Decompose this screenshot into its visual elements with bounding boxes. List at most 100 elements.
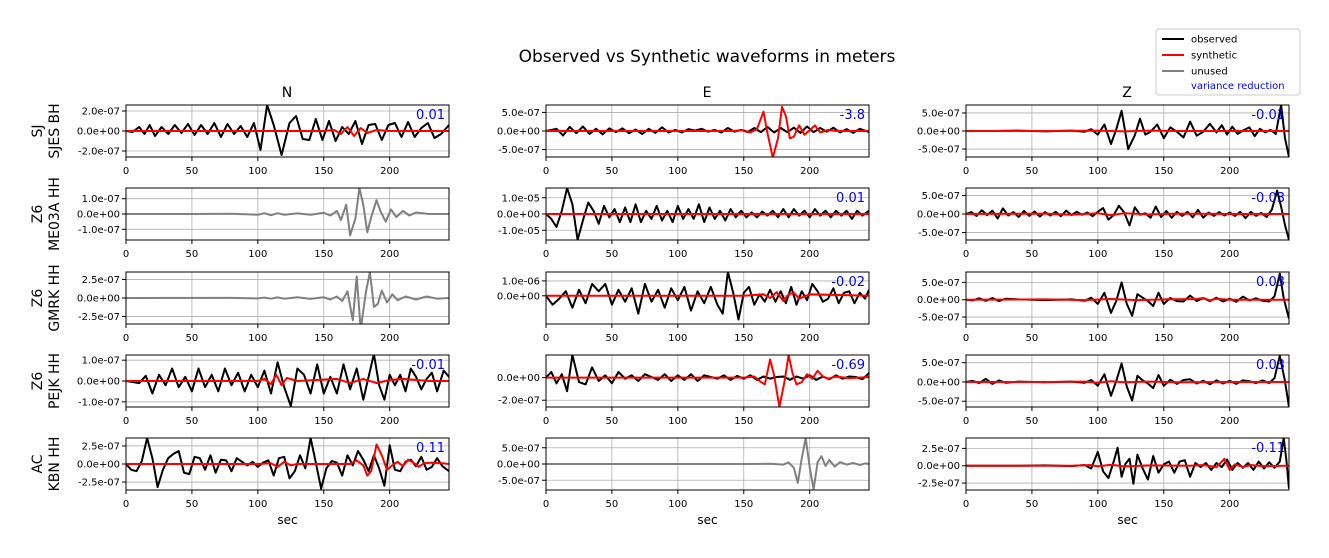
variance-reduction-value: 0.01 <box>836 191 865 206</box>
panel-traces <box>126 272 449 324</box>
x-tick-label: 150 <box>734 416 753 427</box>
panel-grid <box>546 355 869 407</box>
x-tick-label: 50 <box>1026 416 1039 427</box>
synthetic-trace <box>126 126 449 137</box>
y-tick-label: 2.5e-07 <box>922 444 960 455</box>
legend-label-synthetic: synthetic <box>1191 51 1237 62</box>
x-tick-label: 100 <box>1088 416 1107 427</box>
y-tick-label: 0.0e+00 <box>497 127 540 138</box>
x-tick-label: 50 <box>606 249 619 260</box>
x-tick-label: 100 <box>1088 166 1107 177</box>
x-tick-label: 0 <box>963 333 969 344</box>
x-tick-label: 50 <box>186 249 199 260</box>
x-tick-label: 150 <box>314 333 333 344</box>
observed-trace <box>966 438 1289 489</box>
x-tick-label: 200 <box>1220 249 1239 260</box>
x-tick-label: 50 <box>186 333 199 344</box>
y-tick-label: -5.0e-07 <box>918 313 960 324</box>
row-label-station: KBN HH <box>47 437 63 492</box>
x-tick-label: 100 <box>1088 333 1107 344</box>
x-tick-label: 50 <box>1026 166 1039 177</box>
x-tick-label: 0 <box>963 499 969 510</box>
panel-0-n: 2.0e-07 0.0e+00 -2.0e-070 50 100 150 200 0.01 <box>77 104 450 177</box>
x-tick-label: 150 <box>1154 499 1173 510</box>
panel-traces <box>966 105 1289 157</box>
panel-2-n: 2.5e-07 0.0e+00 -2.5e-070 50 100 150 200 <box>77 271 450 344</box>
unused-trace <box>546 438 869 490</box>
y-tick-label: -1.0e-05 <box>498 226 540 237</box>
row-label-4: AC KBN HH <box>30 437 63 492</box>
y-tick-label: 5.0e-07 <box>502 443 540 454</box>
x-tick-label: 150 <box>1154 416 1173 427</box>
y-tick-label: 5.0e-07 <box>922 278 960 289</box>
legend-note-variance-reduction: variance reduction <box>1191 81 1285 92</box>
y-tick-label: 0.0e+00 <box>77 460 120 471</box>
y-tick-label: 0.0e+00 <box>917 377 960 388</box>
x-tick-label: 100 <box>248 249 267 260</box>
y-tick-label: -5.0e-07 <box>918 228 960 239</box>
variance-reduction-value: -0.11 <box>1251 441 1285 456</box>
panel-frame <box>965 354 1290 408</box>
row-label-station: GMRK HH <box>47 264 63 331</box>
x-tick-label: 100 <box>1088 249 1107 260</box>
legend-frame <box>1155 28 1301 96</box>
x-tick-label: 0 <box>543 333 549 344</box>
panel-1-z: 5.0e-07 0.0e+00 -5.0e-070 50 100 150 200 -0.03 <box>917 187 1290 260</box>
x-tick-label: 50 <box>186 166 199 177</box>
y-tick-label: -2.5e-07 <box>78 478 120 489</box>
x-tick-label: 200 <box>800 166 819 177</box>
panel-traces <box>546 188 869 240</box>
variance-reduction-value: -0.69 <box>831 358 865 373</box>
y-tick-label: 0.0e+00 <box>77 377 120 388</box>
x-axis-title-z: sec <box>1117 513 1137 527</box>
row-label-network: Z6 <box>30 205 46 224</box>
y-tick-label: -1.0e-07 <box>78 225 120 236</box>
x-tick-label: 50 <box>606 166 619 177</box>
panel-traces <box>546 438 869 490</box>
panel-grid <box>966 438 1289 490</box>
x-tick-label: 150 <box>1154 166 1173 177</box>
x-tick-label: 150 <box>734 166 753 177</box>
row-label-station: PEJK HH <box>47 353 63 409</box>
y-tick-label: 0.0e+00 <box>77 127 120 138</box>
row-label-3: Z6 PEJK HH <box>30 353 63 409</box>
x-tick-label: 100 <box>668 333 687 344</box>
variance-reduction-value: 0.03 <box>1256 358 1285 373</box>
x-tick-label: 200 <box>380 333 399 344</box>
y-tick-label: 0.0e+00 <box>497 460 540 471</box>
panel-traces <box>126 188 449 237</box>
y-tick-label: 0.0e+00 <box>917 210 960 221</box>
row-label-0: SJ SJES BH <box>30 103 63 158</box>
x-tick-label: 150 <box>1154 333 1173 344</box>
panel-3-e: 0.0e+00 -2.0e-070 50 100 150 200 -0.69 <box>497 354 870 427</box>
panel-4-z: 2.5e-07 0.0e+00 -2.5e-070 50 100 150 200 -0.11 <box>917 437 1290 510</box>
column-title-z: Z <box>1122 85 1132 101</box>
y-tick-label: 0.0e+00 <box>917 461 960 472</box>
x-tick-label: 200 <box>800 333 819 344</box>
panel-traces <box>966 438 1289 489</box>
observed-trace <box>546 272 869 321</box>
x-tick-label: 50 <box>1026 499 1039 510</box>
panel-2-e: 1.0e-06 0.0e+00 0 50 100 150 200 -0.02 <box>497 271 870 344</box>
x-tick-label: 200 <box>1220 333 1239 344</box>
synthetic-trace <box>126 443 449 477</box>
x-tick-label: 100 <box>668 499 687 510</box>
row-label-2: Z6 GMRK HH <box>30 264 63 331</box>
legend-label-unused: unused <box>1191 67 1228 78</box>
y-tick-label: -5.0e-07 <box>918 397 960 408</box>
variance-reduction-value: 0.11 <box>416 441 445 456</box>
panel-traces <box>966 355 1289 407</box>
y-tick-label: 1.0e-06 <box>502 276 540 287</box>
y-tick-label: -2.5e-07 <box>918 479 960 490</box>
x-tick-label: 100 <box>248 416 267 427</box>
y-tick-label: -5.0e-07 <box>498 145 540 156</box>
legend: observed synthetic unused variance reduc… <box>1155 28 1301 96</box>
column-title-e: E <box>703 85 712 101</box>
y-tick-label: 0.0e+00 <box>917 127 960 138</box>
column-title-n: N <box>282 85 292 101</box>
x-tick-label: 200 <box>1220 416 1239 427</box>
x-tick-label: 100 <box>1088 499 1107 510</box>
y-tick-label: 2.5e-07 <box>82 441 120 452</box>
synthetic-trace <box>966 380 1289 384</box>
panel-traces <box>546 355 869 407</box>
